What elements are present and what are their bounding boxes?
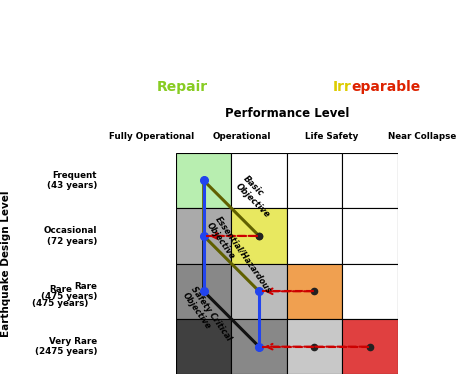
Text: (475 years): (475 years) [32,299,89,308]
Bar [176,264,231,319]
Text: Irr: Irr [333,80,352,94]
Bar [287,264,342,319]
Text: Rare
(475 years): Rare (475 years) [41,282,97,301]
Bar [342,153,398,208]
Bar [287,153,342,208]
Bar [176,319,231,374]
Bar [342,319,398,374]
Text: Occasional
(72 years): Occasional (72 years) [44,226,97,246]
Text: Earthquake Design Level: Earthquake Design Level [0,190,11,337]
Text: Rare: Rare [49,285,72,294]
Bar [287,208,342,264]
Bar [231,264,287,319]
Text: Very Rare
(2475 years): Very Rare (2475 years) [35,337,97,356]
Bar [176,153,231,208]
Bar [231,319,287,374]
Text: Fully Operational: Fully Operational [109,132,194,141]
Bar [231,153,287,208]
Text: Safety Critical
Objective: Safety Critical Objective [181,285,233,348]
Text: Basic
Objective: Basic Objective [234,175,279,220]
Text: Life Safety: Life Safety [305,132,358,141]
Text: Near Collapse: Near Collapse [388,132,456,141]
Bar [176,208,231,264]
Text: Essential/Hazardous
Objective: Essential/Hazardous Objective [205,215,273,301]
Text: eparable: eparable [352,80,421,94]
Bar [342,208,398,264]
Text: Operational: Operational [212,132,271,141]
Text: Frequent
(43 years): Frequent (43 years) [47,171,97,190]
Text: able: able [208,80,241,94]
Bar [231,208,287,264]
Bar [342,264,398,319]
Text: Performance Level: Performance Level [225,107,349,120]
Text: Repair: Repair [156,80,208,94]
Bar [287,319,342,374]
